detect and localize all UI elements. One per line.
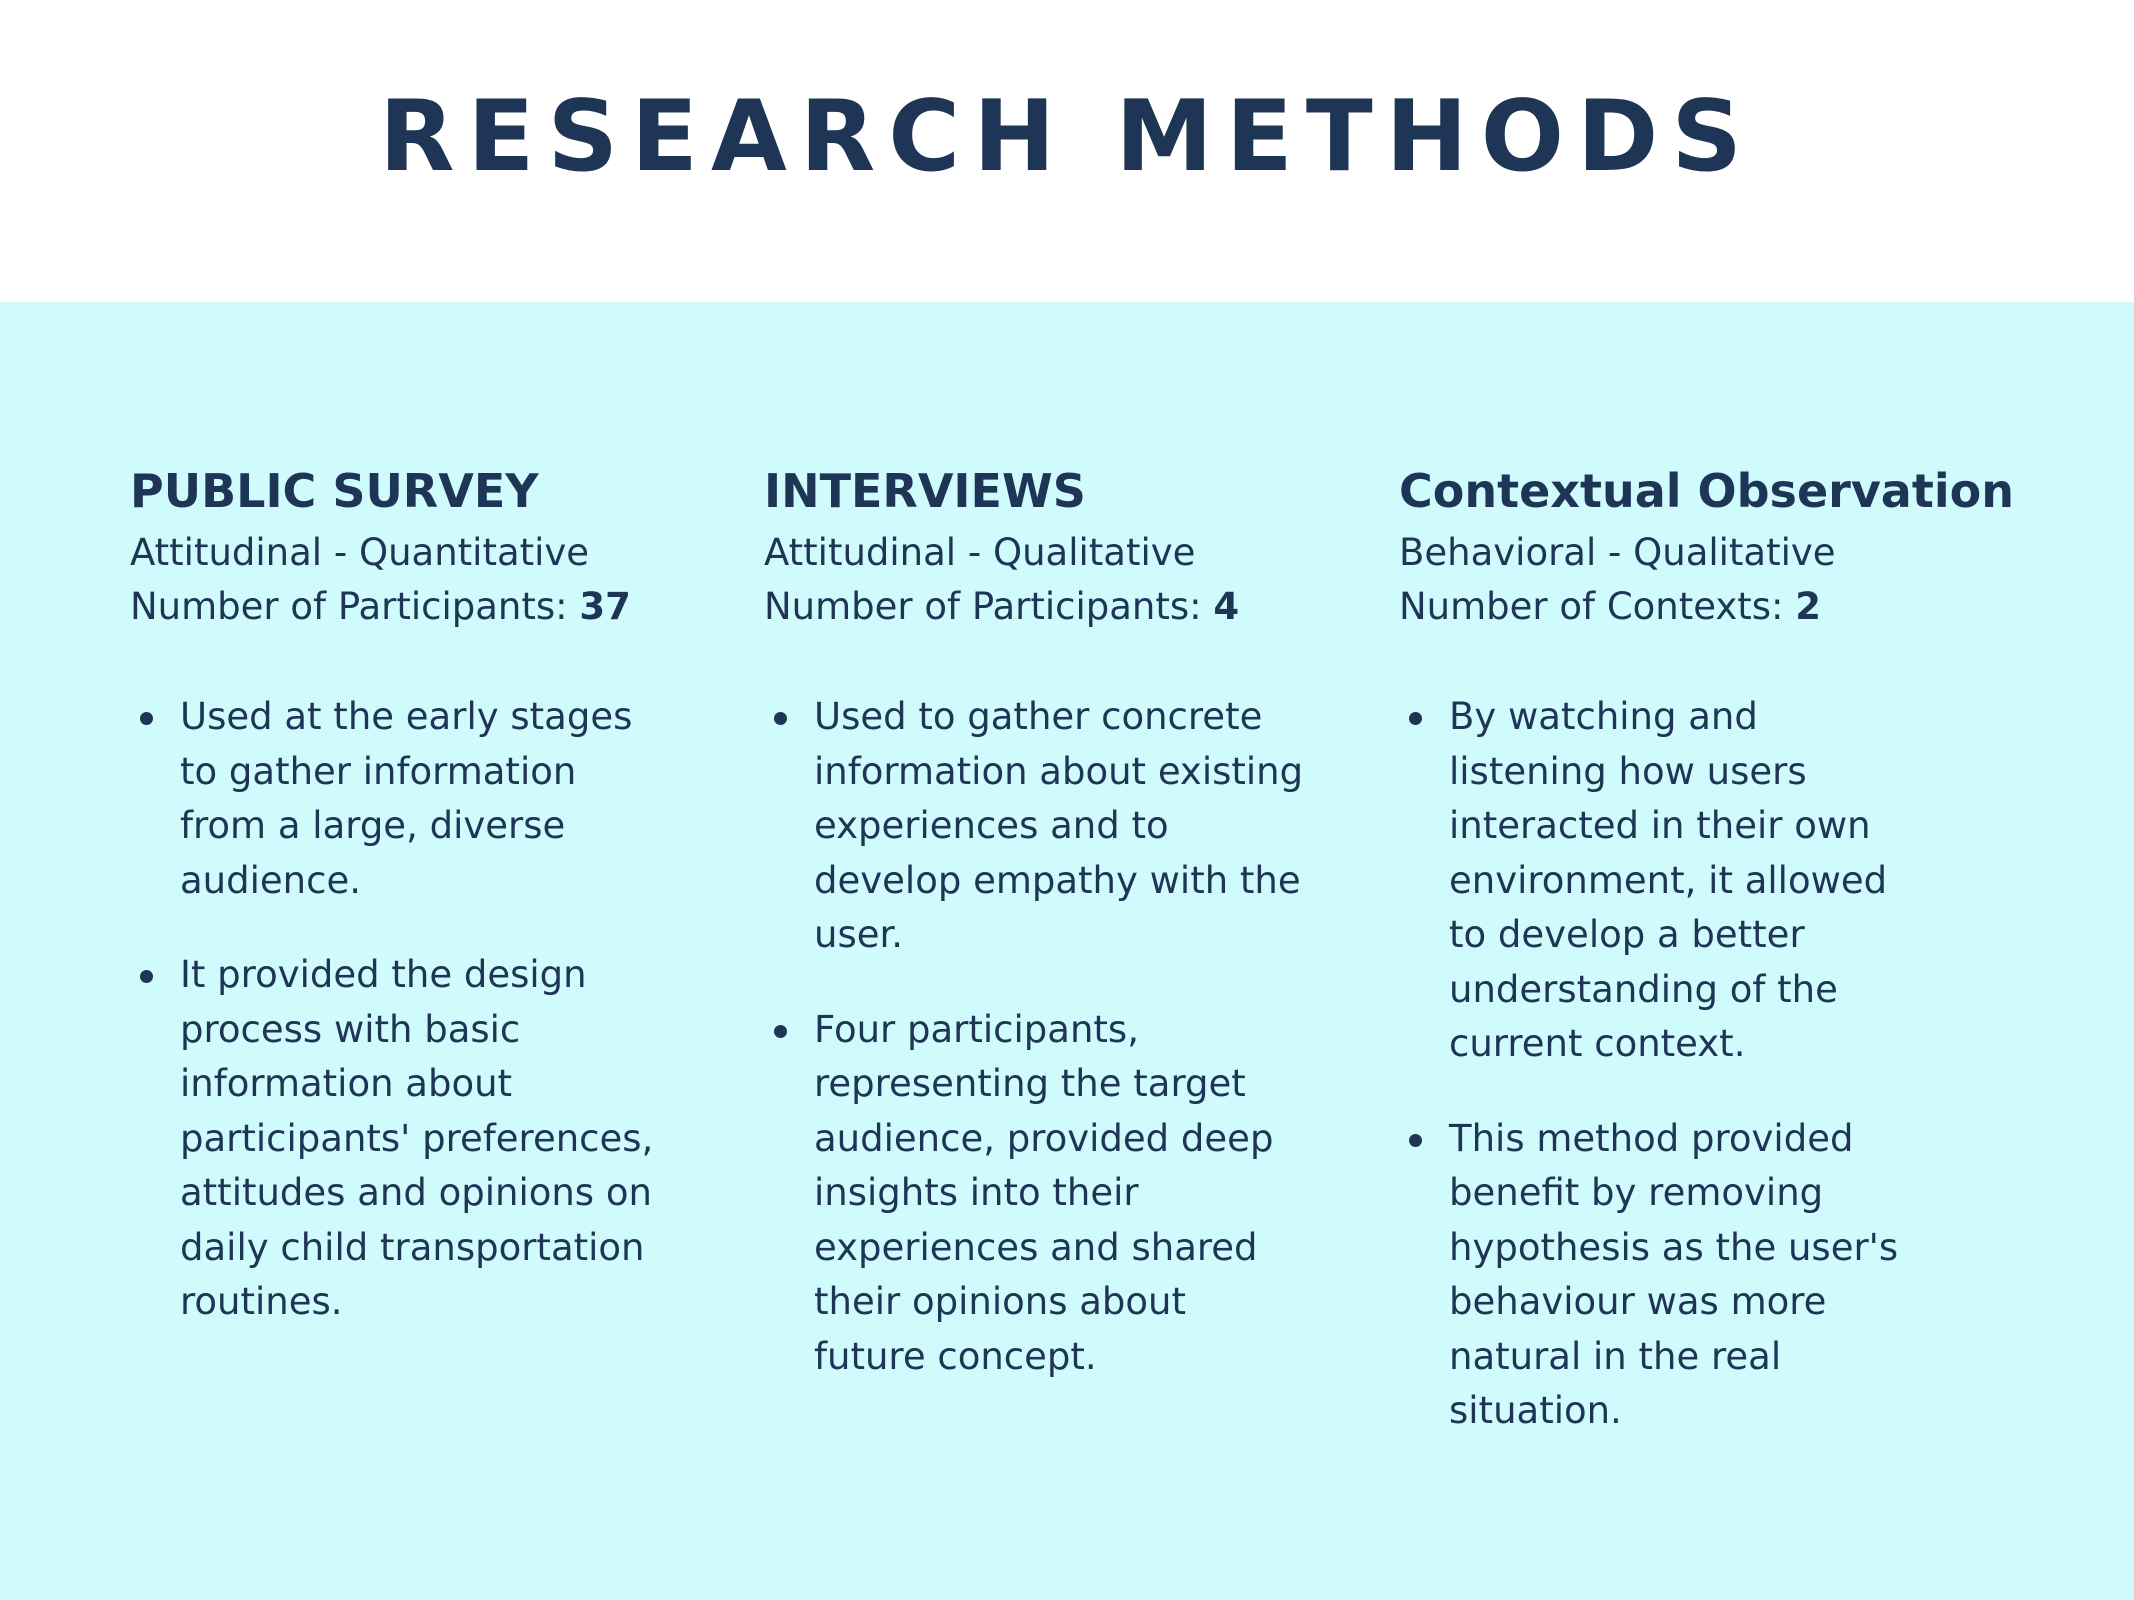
bullet-item: By watching and listening how users inte… — [1399, 690, 1919, 1072]
bullet-item: This method provided benefit by removing… — [1399, 1112, 1919, 1439]
bullet-list: Used at the early stages to gather infor… — [130, 690, 670, 1330]
method-column-contextual-observation: Contextual Observation Behavioral - Qual… — [1399, 462, 2019, 1479]
method-column-interviews: INTERVIEWS Attitudinal - Qualitative Num… — [764, 462, 1304, 1424]
participant-count: Number of Participants: 37 — [130, 580, 670, 634]
method-type: Attitudinal - Quantitative — [130, 531, 590, 574]
participant-count: Number of Participants: 4 — [764, 580, 1304, 634]
bullet-text: Used to gather concrete information abou… — [814, 695, 1304, 956]
header: RESEARCH METHODS — [0, 0, 2134, 302]
method-type: Attitudinal - Qualitative — [764, 531, 1196, 574]
bullet-item: Four participants, representing the targ… — [764, 1003, 1304, 1385]
bullet-dot-icon — [140, 970, 153, 983]
count-label: Number of Participants: — [764, 585, 1214, 628]
bullet-item: Used to gather concrete information abou… — [764, 690, 1304, 963]
method-heading: PUBLIC SURVEY — [130, 464, 539, 518]
method-heading: INTERVIEWS — [764, 464, 1086, 518]
bullet-text: Four participants, representing the targ… — [814, 1007, 1274, 1378]
bullet-list: Used to gather concrete information abou… — [764, 690, 1304, 1384]
count-label: Number of Participants: — [130, 585, 580, 628]
bullet-dot-icon — [774, 712, 787, 725]
bullet-item: Used at the early stages to gather infor… — [130, 690, 670, 908]
bullet-dot-icon — [1409, 712, 1422, 725]
count-value: 2 — [1795, 585, 1822, 628]
page-title: RESEARCH METHODS — [379, 80, 1755, 194]
bullet-text: Used at the early stages to gather infor… — [180, 695, 633, 902]
context-count: Number of Contexts: 2 — [1399, 580, 2019, 634]
method-heading: Contextual Observation — [1399, 464, 2014, 518]
bullet-item: It provided the design process with basi… — [130, 948, 670, 1330]
bullet-dot-icon — [774, 1024, 787, 1038]
count-value: 37 — [579, 585, 631, 628]
bullet-text: By watching and listening how users inte… — [1449, 695, 1888, 1065]
bullet-dot-icon — [1409, 1133, 1422, 1147]
count-label: Number of Contexts: — [1399, 585, 1796, 628]
method-type: Behavioral - Qualitative — [1399, 531, 1836, 574]
bullet-list: By watching and listening how users inte… — [1399, 690, 1919, 1439]
count-value: 4 — [1213, 585, 1240, 628]
bullet-text: This method provided benefit by removing… — [1449, 1116, 1899, 1433]
method-column-public-survey: PUBLIC SURVEY Attitudinal - Quantitative… — [130, 462, 670, 1370]
content-area: PUBLIC SURVEY Attitudinal - Quantitative… — [0, 302, 2134, 1600]
bullet-dot-icon — [140, 712, 153, 725]
bullet-text: It provided the design process with basi… — [180, 953, 654, 1323]
